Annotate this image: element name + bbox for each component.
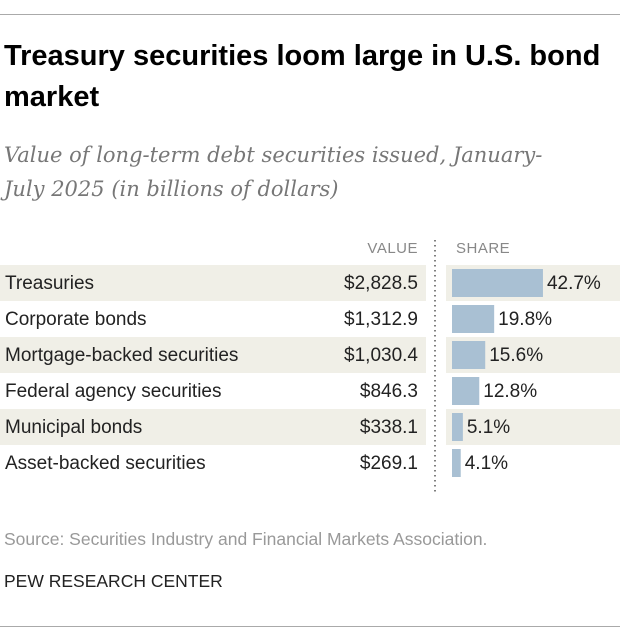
bar-label: 15.6% [489,345,543,366]
bottom-rule [0,626,620,627]
bar-label: 12.8% [483,381,537,402]
row-band [0,409,426,445]
column-header: VALUE [367,240,418,257]
row-label: Corporate bonds [5,309,147,330]
value-cell: $2,828.5 [344,273,418,294]
row-band [0,337,426,373]
value-cell: $1,030.4 [344,345,418,366]
row-label: Mortgage-backed securities [5,345,238,366]
chart-title: Treasury securities loom large in U.S. b… [4,40,601,113]
chart-subtitle: Value of long-term debt securities issue… [4,143,543,201]
bar-label: 5.1% [467,417,510,438]
column-header: SHARE [456,240,510,257]
row-band [446,409,620,445]
row-band [0,265,426,301]
bar-label: 4.1% [465,453,508,474]
bar-label: 19.8% [498,309,552,330]
row-label: Municipal bonds [5,417,142,438]
value-cell: $846.3 [360,381,418,402]
value-cell: $269.1 [360,453,418,474]
row-label: Treasuries [5,273,94,294]
value-cell: $338.1 [360,417,418,438]
top-rule [0,14,620,15]
bar [452,305,495,333]
value-cell: $1,312.9 [344,309,418,330]
source: Source: Securities Industry and Financia… [4,529,488,549]
bar [452,341,486,369]
credit: PEW RESEARCH CENTER [4,571,223,591]
row-label: Asset-backed securities [5,453,206,474]
bar-label: 42.7% [547,273,601,294]
row-label: Federal agency securities [5,381,222,402]
bar [452,449,461,477]
bar [452,377,480,405]
bar [452,413,463,441]
bar [452,269,543,297]
table-chart: VALUE SHARE Treasuries $2,828.5 42.7% Corpora… [0,240,620,492]
